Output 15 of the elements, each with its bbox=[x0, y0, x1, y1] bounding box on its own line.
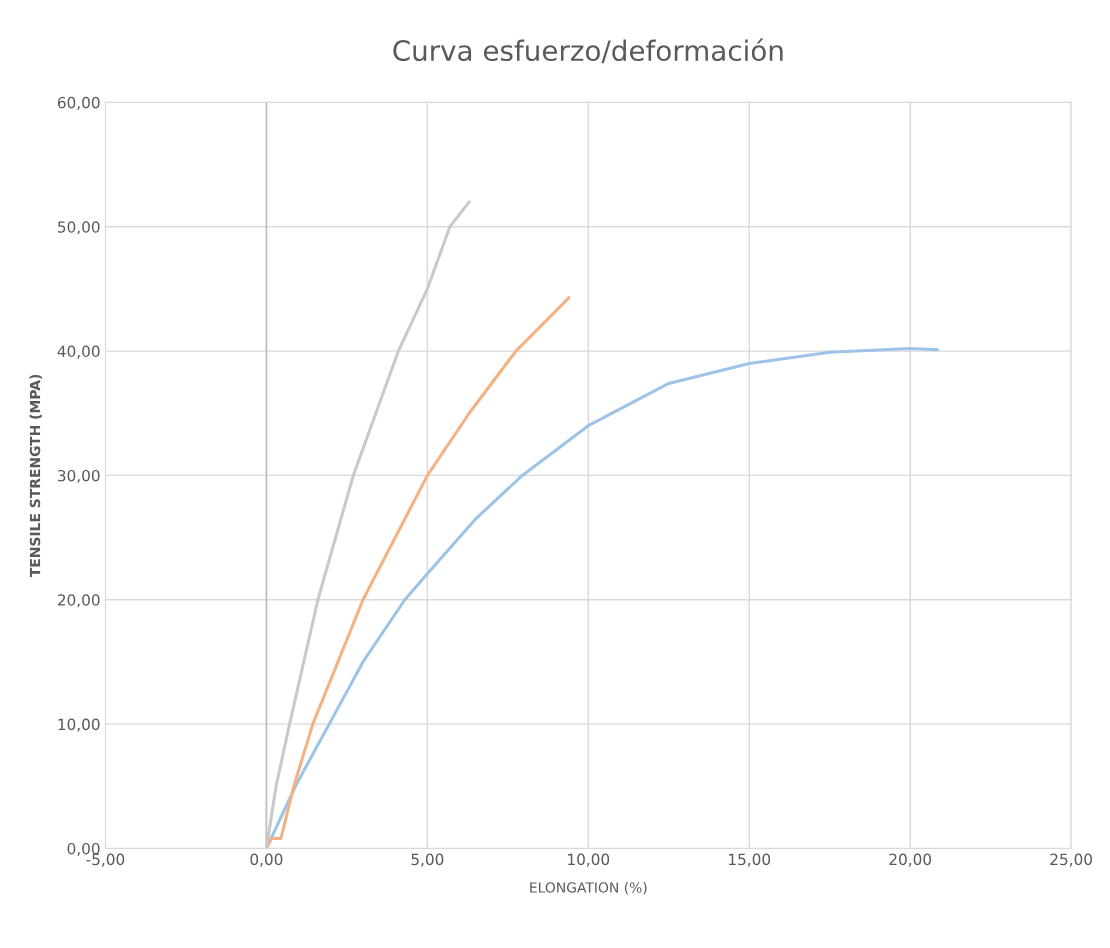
y-tick-label: 20,00 bbox=[57, 594, 100, 608]
x-tick-label: 0,00 bbox=[250, 853, 283, 867]
x-axis-title: ELONGATION (%) bbox=[530, 882, 647, 895]
y-tick-label: 50,00 bbox=[58, 221, 100, 235]
x-tick-label: 15,00 bbox=[729, 853, 771, 867]
y-tick-label: 60,00 bbox=[57, 96, 100, 110]
y-tick-label: 10,00 bbox=[58, 718, 100, 732]
x-tick-label: 5,00 bbox=[411, 853, 444, 867]
y-axis-title: TENSILE STRENGTH (MPA) bbox=[29, 374, 42, 578]
chart-title: Curva esfuerzo/deformación bbox=[393, 38, 783, 64]
x-tick-label: 25,00 bbox=[1050, 853, 1092, 867]
x-tick-label: 10,00 bbox=[568, 853, 610, 867]
y-tick-label: 40,00 bbox=[57, 345, 100, 359]
x-tick-label: 20,00 bbox=[889, 853, 932, 867]
y-tick-label: 30,00 bbox=[58, 469, 100, 483]
